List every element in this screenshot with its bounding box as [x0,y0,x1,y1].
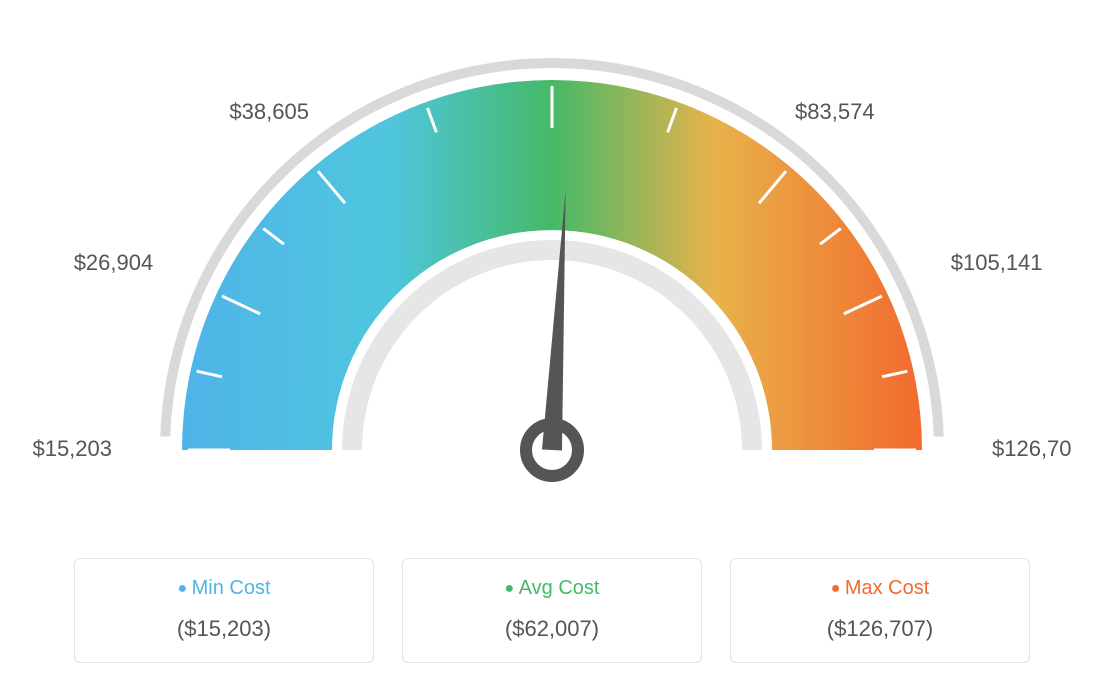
legend-max-value: ($126,707) [741,616,1019,642]
legend-avg: Avg Cost ($62,007) [402,558,702,663]
legend-max-label: Max Cost [741,577,1019,600]
gauge-chart: $15,203$26,904$38,605$62,007$83,574$105,… [20,30,1084,530]
gauge-label: $105,141 [951,250,1043,275]
legend-min: Min Cost ($15,203) [74,558,374,663]
gauge-label: $15,203 [32,436,112,461]
gauge-svg: $15,203$26,904$38,605$62,007$83,574$105,… [32,30,1072,530]
gauge-label: $26,904 [74,250,154,275]
legend-min-value: ($15,203) [85,616,363,642]
legend-min-label: Min Cost [85,577,363,600]
gauge-label: $126,707 [992,436,1072,461]
gauge-label: $83,574 [795,99,875,124]
legend-row: Min Cost ($15,203) Avg Cost ($62,007) Ma… [20,558,1084,663]
legend-avg-label: Avg Cost [413,577,691,600]
gauge-label: $38,605 [229,99,309,124]
legend-avg-value: ($62,007) [413,616,691,642]
legend-max: Max Cost ($126,707) [730,558,1030,663]
